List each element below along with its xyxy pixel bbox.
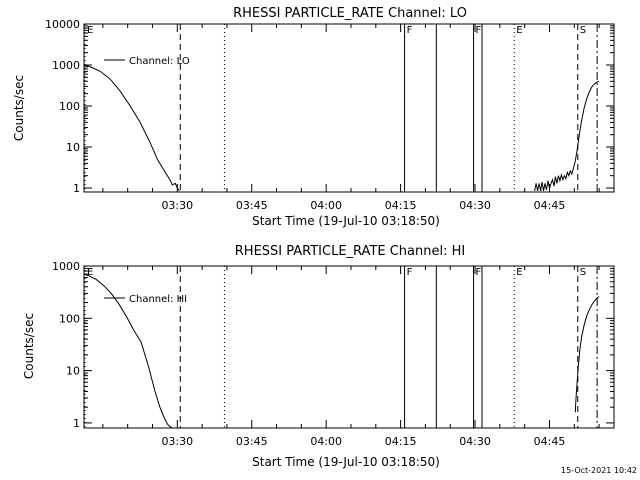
y-axis-label-lo: Counts/sec: [12, 75, 26, 141]
y-tick-label: 10000: [45, 18, 80, 31]
series-line: [83, 273, 173, 429]
y-axis-label-hi: Counts/sec: [22, 313, 36, 379]
x-axis-label-lo: Start Time (19-Jul-10 03:18:50): [252, 214, 440, 228]
event-marker-letter: F: [407, 267, 413, 278]
y-tick-label: 10: [66, 365, 80, 378]
x-tick-label: 04:15: [385, 435, 417, 448]
event-marker-letter: E: [87, 25, 93, 36]
y-tick-label: 100: [59, 312, 80, 325]
legend-label-hi: Channel: HI: [129, 294, 187, 305]
y-tick-label: 1: [73, 417, 80, 430]
x-tick-label: 03:45: [236, 435, 268, 448]
x-tick-label: 04:45: [534, 199, 566, 212]
y-tick-label: 1000: [52, 59, 80, 72]
timestamp: 15-Oct-2021 10:42: [561, 466, 637, 475]
x-tick-label: 04:30: [459, 199, 491, 212]
event-marker-letter: E: [87, 267, 93, 278]
y-tick-label: 10: [66, 141, 80, 154]
event-marker-letter: F: [476, 25, 482, 36]
x-tick-label: 04:30: [459, 435, 491, 448]
y-tick-label: 100: [59, 100, 80, 113]
event-marker-letter: E: [516, 25, 522, 36]
event-marker-letter: F: [407, 25, 413, 36]
x-axis-label-hi: Start Time (19-Jul-10 03:18:50): [252, 455, 440, 469]
x-tick-label: 03:30: [161, 435, 193, 448]
x-tick-label: 03:45: [236, 199, 268, 212]
event-marker-letter: E: [516, 267, 522, 278]
series-line: [574, 296, 600, 413]
event-marker-letter: F: [476, 267, 482, 278]
y-tick-label: 1000: [52, 260, 80, 273]
plot-frame: [83, 23, 615, 193]
plot-frame: [83, 265, 615, 429]
chart-title-hi: RHESSI PARTICLE_RATE Channel: HI: [235, 244, 465, 259]
event-marker-letter: S: [580, 267, 586, 278]
legend-label-lo: Channel: LO: [129, 56, 190, 67]
series-line: [534, 80, 600, 191]
panel-hi: 1 10 100 1000 03:30 03:45 04:00 04:15 04:30 04:45…: [52, 260, 615, 448]
x-tick-label: 03:30: [161, 199, 193, 212]
x-tick-label: 04:00: [310, 435, 342, 448]
x-tick-label: 04:15: [385, 199, 417, 212]
x-tick-label: 04:00: [310, 199, 342, 212]
x-tick-label: 04:45: [534, 435, 566, 448]
event-marker-letter: S: [580, 25, 586, 36]
y-tick-label: 1: [73, 182, 80, 195]
series-line: [83, 64, 180, 192]
chart-title-lo: RHESSI PARTICLE_RATE Channel: LO: [233, 6, 467, 21]
panel-lo: 1 10 100 1000 10000 03:30 03:45 04:00 04:15 04:30…: [45, 18, 615, 212]
